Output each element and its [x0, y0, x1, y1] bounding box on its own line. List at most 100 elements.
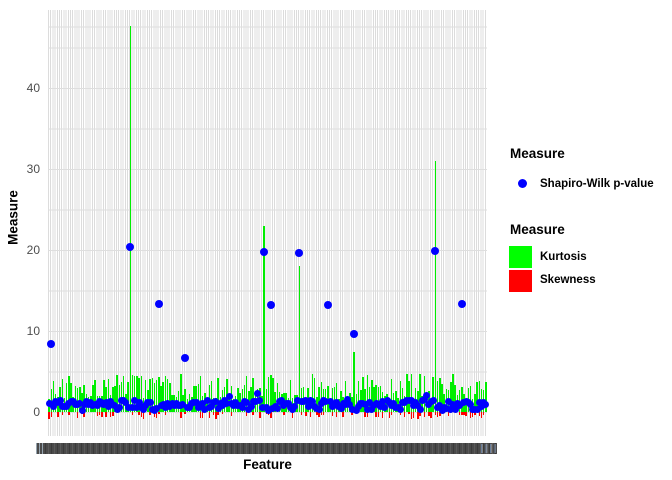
kurtosis-bar: [162, 382, 164, 412]
skewness-bar: [309, 412, 312, 417]
p-value-point: [238, 403, 246, 411]
skewness-bar: [96, 412, 99, 417]
p-value-point: [265, 406, 273, 414]
skewness-bar: [447, 412, 450, 416]
skewness-bar: [164, 412, 167, 415]
x-axis-title: Feature: [243, 457, 292, 472]
skewness-bar: [377, 412, 380, 417]
kurtosis-bar: [217, 377, 219, 412]
skewness-bar: [439, 412, 441, 417]
kurtosis-bar: [436, 380, 439, 412]
kurtosis-bar: [149, 378, 151, 412]
p-value-point: [449, 400, 457, 408]
kurtosis-bar: [434, 160, 437, 412]
legend-item-kurtosis: Kurtosis: [540, 251, 587, 263]
kurtosis-bar: [68, 376, 70, 412]
kurtosis-bar: [318, 387, 320, 412]
p-value-point: [315, 406, 323, 414]
p-value-point: [45, 399, 53, 407]
skewness-bar: [76, 412, 79, 418]
p-value-point: [139, 406, 147, 414]
p-value-point: [201, 405, 209, 413]
skewness-bar: [335, 412, 338, 417]
kurtosis-bar: [362, 377, 364, 412]
kurtosis-bar: [79, 386, 81, 412]
kurtosis-bar: [408, 380, 410, 412]
p-value-point: [258, 403, 266, 411]
p-value-point: [225, 392, 233, 400]
p-value-outlier-point: [154, 300, 163, 309]
p-value-point: [447, 405, 455, 413]
kurtosis-bar: [289, 380, 292, 412]
legend-item-pvalue: Shapiro-Wilk p-value: [540, 178, 654, 190]
kurtosis-bar: [320, 381, 323, 412]
kurtosis-bar: [474, 394, 476, 412]
p-value-point: [377, 402, 385, 410]
skewness-bar: [57, 412, 59, 417]
skewness-bar: [412, 412, 415, 418]
p-value-point: [344, 396, 352, 404]
skewness-bar: [469, 412, 472, 418]
skewness-bar: [48, 412, 50, 420]
kurtosis-bar: [443, 393, 445, 412]
p-value-point: [133, 403, 141, 411]
p-value-point: [420, 395, 428, 403]
pvalue-legend-key-icon: [518, 179, 527, 188]
p-value-point: [396, 405, 404, 413]
kurtosis-bar: [76, 388, 79, 412]
p-value-outlier-point: [431, 246, 440, 255]
p-value-point: [76, 400, 84, 408]
kurtosis-bar: [353, 352, 355, 412]
skewness-bar: [267, 412, 270, 416]
skewness-bar: [259, 412, 261, 419]
p-value-point: [423, 391, 431, 399]
skewness-bar: [61, 412, 64, 415]
kurtosis-bar: [155, 380, 158, 412]
p-value-point: [131, 397, 139, 405]
skewness-bar: [245, 412, 248, 417]
y-tick-label-30: 30: [26, 162, 40, 176]
p-value-outlier-point: [47, 339, 56, 348]
kurtosis-legend-key-swatch: [509, 246, 532, 268]
skewness-bar: [180, 412, 182, 419]
skewness-bar: [98, 412, 101, 415]
plot-panel: [45, 10, 490, 436]
p-value-point: [467, 400, 475, 408]
kurtosis-bar: [166, 378, 169, 412]
kurtosis-bar: [116, 375, 118, 412]
skewness-bar: [366, 412, 369, 417]
skewness-bar: [408, 412, 410, 415]
kurtosis-bar: [265, 389, 268, 412]
p-value-point: [366, 398, 374, 406]
skewness-bar: [463, 412, 465, 415]
skewness-bar: [436, 412, 439, 418]
skewness-bar: [410, 412, 413, 420]
p-value-point: [291, 403, 299, 411]
kurtosis-bar: [399, 380, 402, 412]
kurtosis-bar: [311, 373, 314, 412]
legend-point-title: Measure: [510, 146, 565, 161]
p-value-point: [478, 402, 485, 410]
kurtosis-bar: [419, 373, 421, 412]
skewness-bar: [142, 412, 145, 420]
kurtosis-bar: [65, 382, 68, 412]
skewness-bar: [430, 412, 432, 419]
skewness-bar: [316, 412, 318, 416]
p-value-point: [273, 405, 281, 413]
p-value-point: [348, 406, 356, 414]
skewness-bar: [471, 412, 474, 417]
p-value-point: [429, 397, 437, 405]
p-value-point: [436, 402, 444, 410]
kurtosis-bar: [344, 380, 347, 412]
kurtosis-bar: [169, 382, 171, 412]
y-tick-label-10: 10: [26, 324, 40, 338]
p-value-point: [104, 402, 112, 410]
kurtosis-bar: [151, 378, 153, 412]
skewness-bar: [283, 412, 285, 415]
p-value-point: [304, 402, 312, 410]
skewness-bar: [331, 412, 333, 416]
x-axis-labels-band-right-texture: [481, 444, 496, 453]
p-value-point: [445, 398, 453, 406]
p-value-point: [93, 402, 101, 410]
